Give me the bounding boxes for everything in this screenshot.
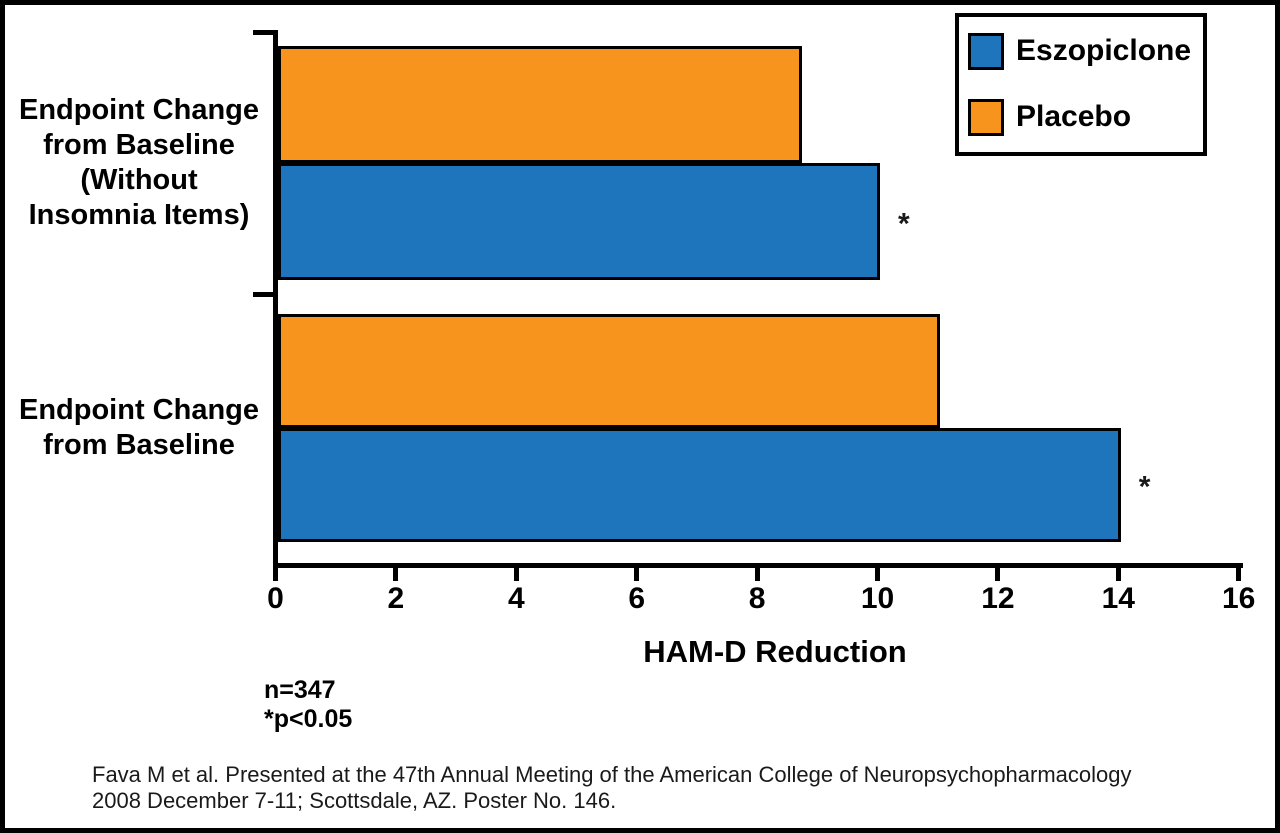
legend-item-eszopiclone: Eszopiclone — [959, 18, 1203, 84]
category-label-line: (Without — [80, 164, 198, 196]
placebo-swatch — [968, 98, 1004, 136]
x-axis-tick — [1236, 568, 1242, 581]
x-axis-tick-label: 12 — [981, 582, 1015, 615]
bar-eszopiclone-group2 — [278, 428, 1121, 542]
significance-note: *p<0.05 — [264, 705, 353, 733]
citation: Fava M et al. Presented at the 47th Annu… — [92, 762, 1132, 814]
x-axis-tick-label: 8 — [748, 582, 766, 615]
legend-item-placebo: Placebo — [959, 84, 1203, 150]
eszopiclone-swatch — [968, 32, 1004, 70]
x-axis-tick — [875, 568, 880, 581]
x-axis-line — [273, 563, 1243, 568]
significance-asterisk: * — [1138, 470, 1151, 504]
x-axis-tick-label: 10 — [860, 582, 895, 615]
legend-label-eszopiclone: Eszopiclone — [1016, 34, 1192, 67]
bar-placebo-group2 — [278, 314, 940, 428]
x-axis-tick — [513, 568, 519, 581]
x-axis-tick — [995, 568, 1001, 581]
citation-line-2: 2008 December 7-11; Scottsdale, AZ. Post… — [92, 788, 617, 813]
x-axis-tick-label: 16 — [1222, 582, 1256, 615]
y-axis-category-tick — [253, 30, 278, 35]
x-axis-tick — [634, 568, 640, 581]
category-label-group1: Endpoint Change from Baseline (Without Inso… — [5, 93, 273, 233]
x-axis-tick — [1115, 568, 1121, 581]
x-axis-tick — [273, 568, 278, 581]
citation-line-1: Fava M et al. Presented at the 47th Annu… — [92, 762, 1132, 787]
category-label-line: Endpoint Change — [18, 94, 260, 126]
y-axis-line — [273, 30, 278, 568]
x-axis-tick-label: 14 — [1101, 582, 1135, 615]
x-axis-tick — [754, 568, 760, 581]
category-label-line: from Baseline — [43, 429, 235, 461]
bar-placebo-group1 — [278, 46, 802, 163]
category-label-group2: Endpoint Change from Baseline — [5, 393, 273, 463]
legend-label-placebo: Placebo — [1016, 100, 1132, 133]
x-axis-tick — [393, 568, 399, 581]
x-axis-tick-label: 4 — [507, 582, 525, 615]
x-axis-tick-label: 2 — [387, 582, 405, 615]
sample-size-note: n=347 — [264, 676, 336, 704]
significance-asterisk: * — [898, 207, 910, 240]
x-axis-tick-label: 0 — [267, 582, 284, 615]
category-label-line: Endpoint Change — [18, 394, 260, 426]
chart-notes: n=347 *p<0.05 — [264, 676, 352, 734]
category-label-line: Insomnia Items) — [28, 199, 250, 231]
x-axis-title: HAM-D Reduction — [643, 634, 907, 669]
y-axis-category-tick — [253, 292, 278, 297]
legend-box: Eszopiclone Placebo — [955, 13, 1207, 156]
bar-eszopiclone-group1 — [278, 163, 880, 280]
x-axis-tick-label: 6 — [628, 582, 646, 615]
category-label-line: from Baseline — [43, 129, 235, 161]
